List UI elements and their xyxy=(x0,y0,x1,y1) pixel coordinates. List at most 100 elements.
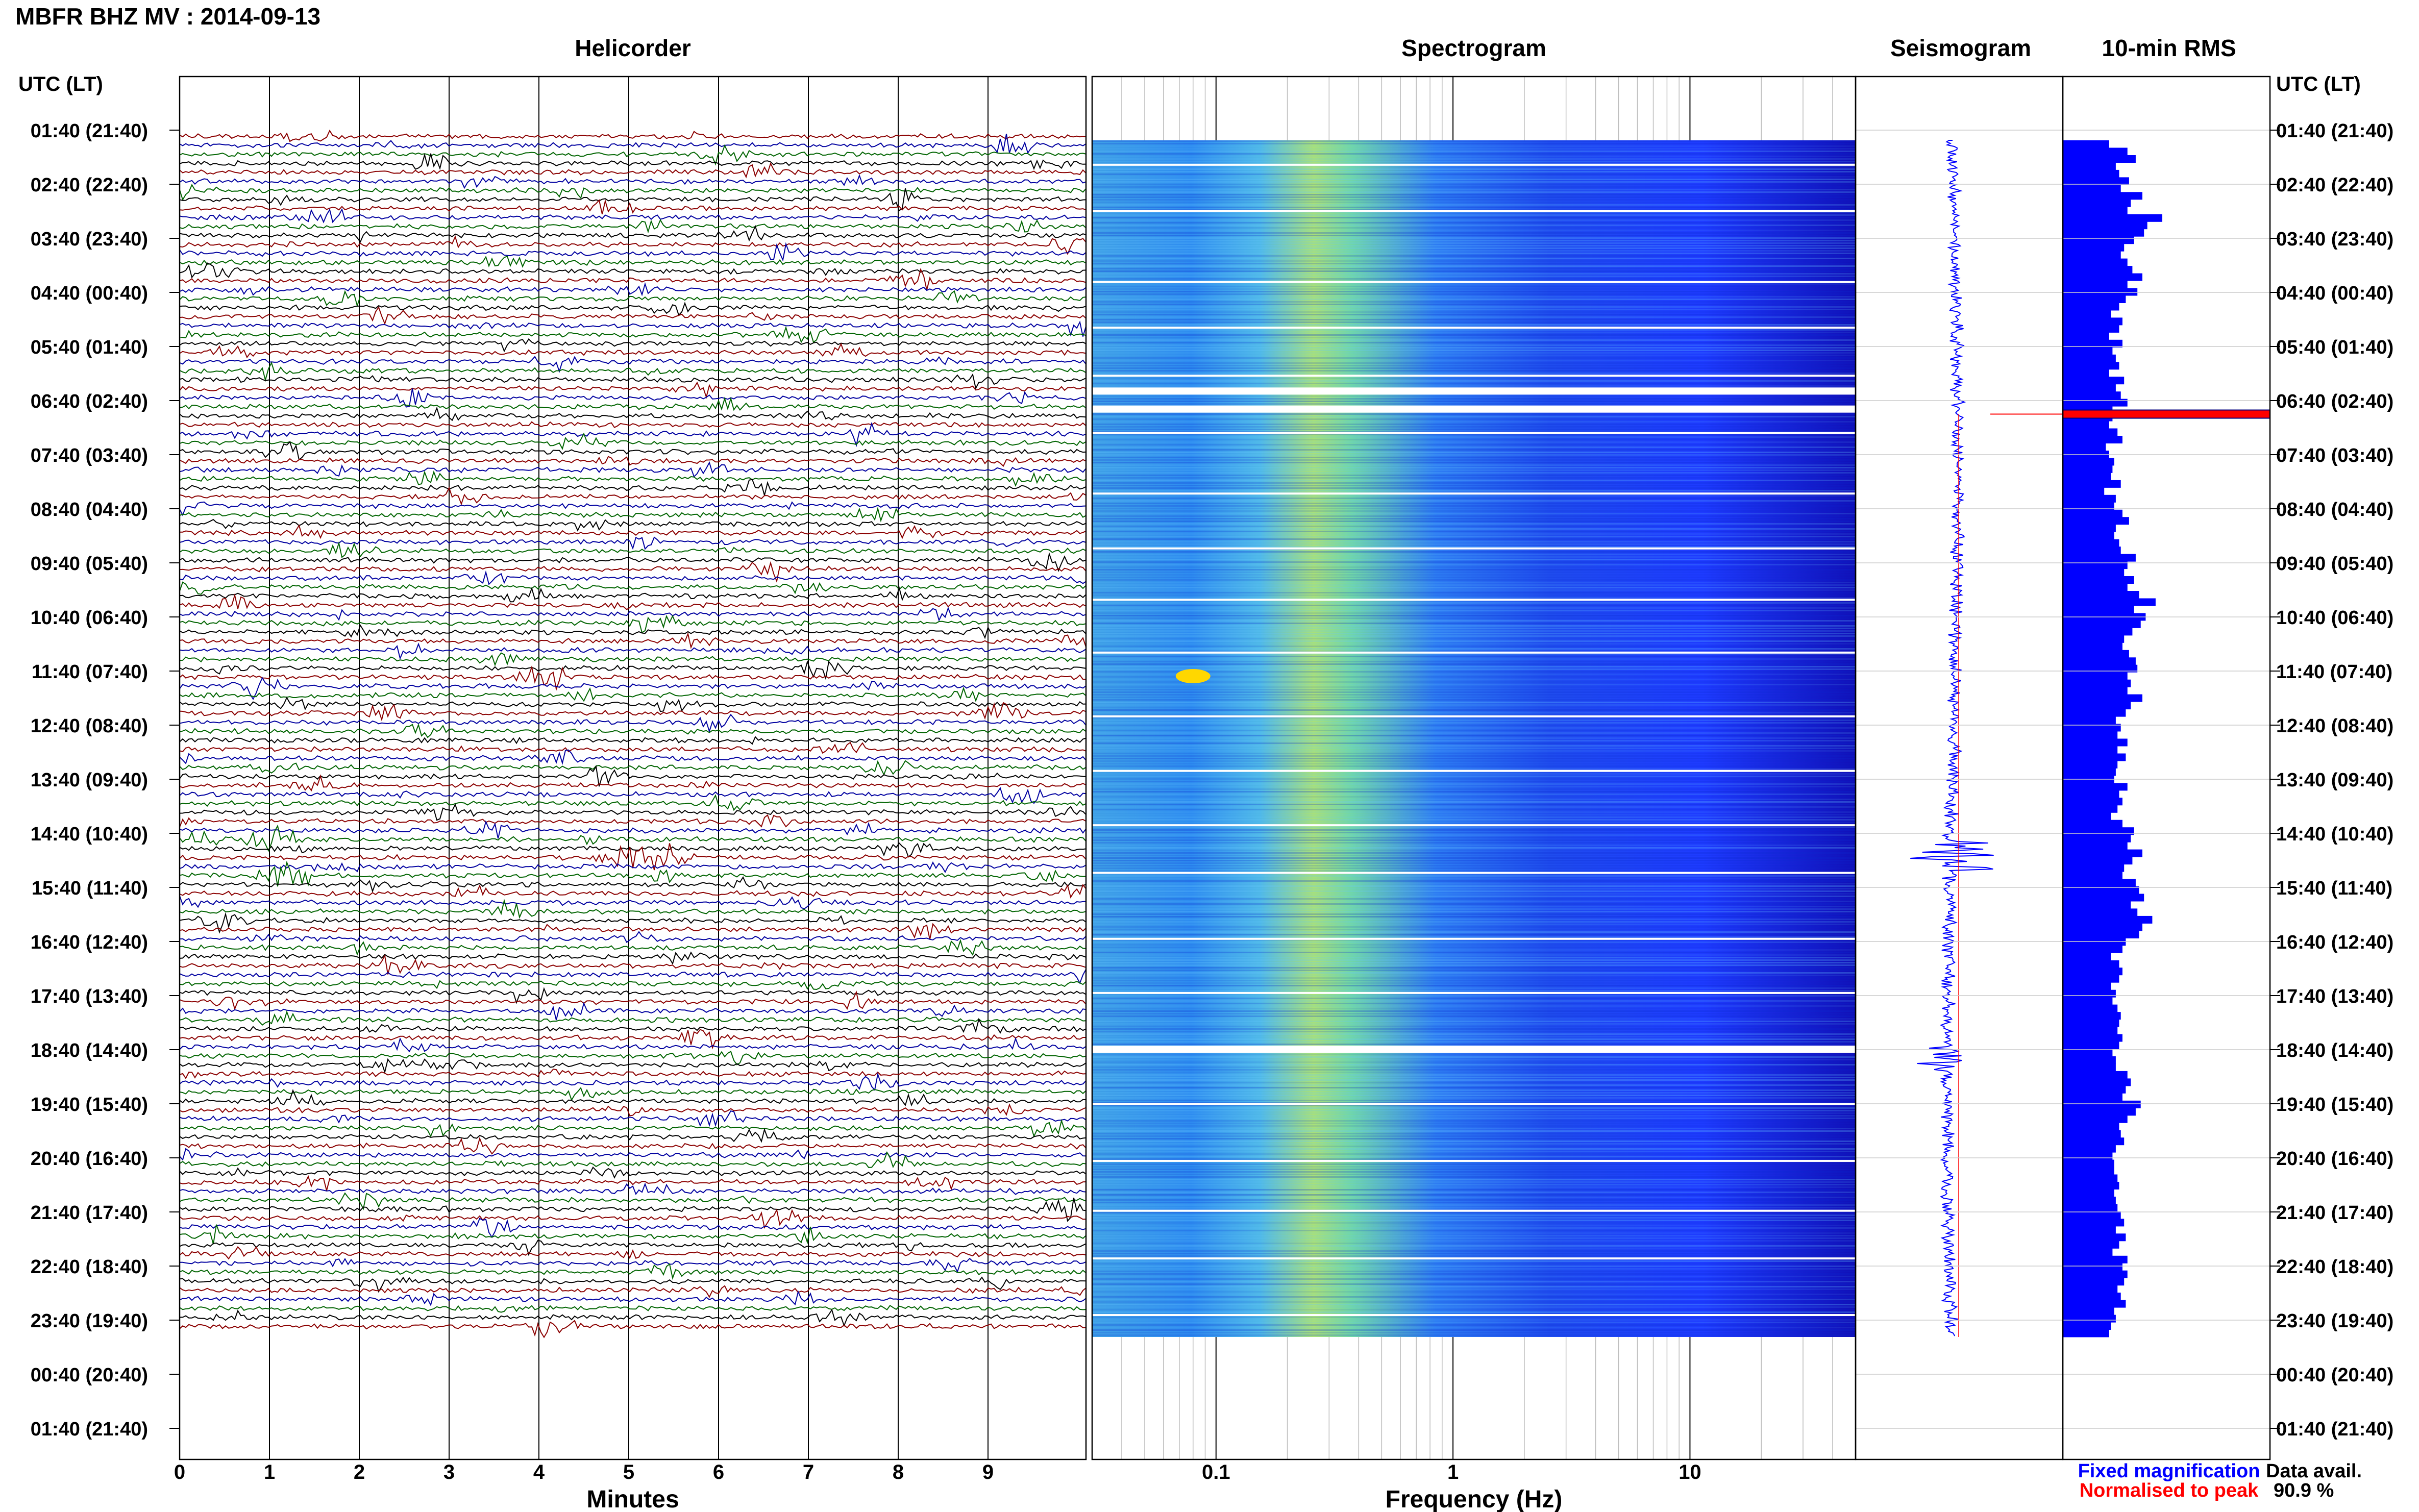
spectrogram-row xyxy=(1092,480,1856,481)
spectrogram-row xyxy=(1092,1304,1856,1305)
rms-bar xyxy=(2063,1012,2121,1020)
rms-bar xyxy=(2063,1063,2116,1072)
rms-bar xyxy=(2063,894,2144,902)
spectrogram-row xyxy=(1092,592,1856,593)
spectrogram-row xyxy=(1092,786,1856,787)
spectrogram-row xyxy=(1092,202,1856,203)
spectrogram-gap xyxy=(1092,770,1857,772)
spectrogram-row xyxy=(1092,1166,1856,1168)
spectrogram-row xyxy=(1092,482,1856,484)
spectrogram-row xyxy=(1092,972,1856,974)
helicorder-trace xyxy=(179,774,1087,792)
rms-title: 10-min RMS xyxy=(2102,35,2236,61)
helicorder-trace xyxy=(179,486,1087,506)
rms-bar xyxy=(2063,960,2119,968)
helicorder-trace xyxy=(179,184,1087,201)
minutes-axis-label: Minutes xyxy=(586,1486,679,1512)
helicorder-trace xyxy=(179,552,1087,573)
spectrogram-row xyxy=(1092,1105,1856,1106)
rms-bar xyxy=(2063,1248,2113,1256)
spectrogram-row xyxy=(1092,572,1856,573)
spectrogram-row xyxy=(1092,587,1856,588)
spectrogram-row xyxy=(1092,452,1856,453)
rms-bar xyxy=(2063,805,2118,813)
rms-bar xyxy=(2063,288,2138,296)
rms-bar xyxy=(2063,524,2116,532)
time-tick-label-right: 23:40 (19:40) xyxy=(2276,1310,2393,1332)
spectrogram-row xyxy=(1092,329,1856,331)
helicorder-trace xyxy=(179,173,1087,189)
helicorder-trace xyxy=(179,242,1087,262)
spectrogram-row xyxy=(1092,1128,1856,1129)
rms-bar xyxy=(2063,192,2142,200)
helicorder-trace xyxy=(179,1110,1087,1127)
spectrogram-row xyxy=(1092,207,1856,208)
spectrogram-row xyxy=(1092,822,1856,823)
spectrogram-gap xyxy=(1092,1209,1857,1212)
spectrogram-row xyxy=(1092,541,1856,542)
rms-bar xyxy=(2063,938,2126,946)
rms-bar xyxy=(2063,1056,2116,1064)
spectrogram-row xyxy=(1092,742,1856,744)
spectrogram-row xyxy=(1092,490,1856,491)
spectrogram-row xyxy=(1092,748,1856,749)
spectrogram-row xyxy=(1092,449,1856,451)
spectrogram-gap xyxy=(1092,547,1857,550)
spectrogram-row xyxy=(1092,901,1856,902)
spectrogram-row xyxy=(1092,745,1856,747)
rms-bar xyxy=(2063,915,2153,924)
spectrogram-row xyxy=(1092,906,1856,907)
rms-bar xyxy=(2063,147,2128,156)
helicorder-trace xyxy=(179,723,1087,738)
rms-bar xyxy=(2063,628,2133,636)
helicorder-trace xyxy=(179,262,1087,279)
helicorder-trace xyxy=(179,954,1087,975)
rms-bar xyxy=(2063,605,2134,613)
helicorder-trace xyxy=(179,561,1087,583)
rms-bar xyxy=(2063,968,2122,976)
spectrogram-row xyxy=(1092,148,1856,150)
spectrogram-row xyxy=(1092,503,1856,504)
helicorder-trace xyxy=(179,586,1087,603)
spectrogram-row xyxy=(1092,1156,1856,1157)
rms-bar xyxy=(2063,901,2131,909)
rms-bar xyxy=(2063,664,2138,673)
minute-tick-label: 8 xyxy=(893,1461,904,1483)
rms-bar xyxy=(2063,428,2118,436)
spectrogram-row xyxy=(1092,199,1856,201)
spectrogram-row xyxy=(1092,439,1856,440)
time-tick-label-left: 06:40 (02:40) xyxy=(31,391,148,412)
spectrogram-row xyxy=(1092,806,1856,808)
time-tick-label-left: 12:40 (08:40) xyxy=(31,715,148,737)
spectrogram-row xyxy=(1092,485,1856,486)
spectrogram-row xyxy=(1092,623,1856,624)
rms-bar xyxy=(2063,657,2136,665)
spectrogram-row xyxy=(1092,620,1856,622)
time-axis-label-left: UTC (LT) xyxy=(18,73,103,95)
spectrogram-row xyxy=(1092,566,1856,568)
spectrogram-row xyxy=(1092,508,1856,509)
spectrogram-row xyxy=(1092,1008,1856,1009)
spectrogram-row xyxy=(1092,1146,1856,1147)
spectrogram-row xyxy=(1092,1158,1856,1160)
figure-title: MBFR BHZ MV : 2014-09-13 xyxy=(15,3,320,30)
seismogram-frame xyxy=(1855,76,2064,1460)
rms-bar xyxy=(2063,391,2121,400)
rms-bar xyxy=(2063,1019,2119,1027)
spectrogram-row xyxy=(1092,554,1856,555)
rms-bar xyxy=(2063,760,2118,769)
helicorder-trace xyxy=(179,697,1087,712)
spectrogram-row xyxy=(1092,311,1856,313)
spectrogram-row xyxy=(1092,265,1856,267)
frequency-tick-label: 0.1 xyxy=(1202,1461,1230,1483)
spectrogram-row xyxy=(1092,584,1856,586)
spectrogram-row xyxy=(1092,1186,1856,1188)
spectrogram-row xyxy=(1092,656,1856,657)
spectrogram-row xyxy=(1092,776,1856,777)
spectrogram-row xyxy=(1092,686,1856,688)
data-avail-value: 90.9 % xyxy=(2274,1480,2334,1501)
rms-bar xyxy=(2063,221,2148,230)
rms-bar xyxy=(2063,834,2131,842)
spectrogram-row xyxy=(1092,347,1856,349)
spectrogram-row xyxy=(1092,714,1856,716)
